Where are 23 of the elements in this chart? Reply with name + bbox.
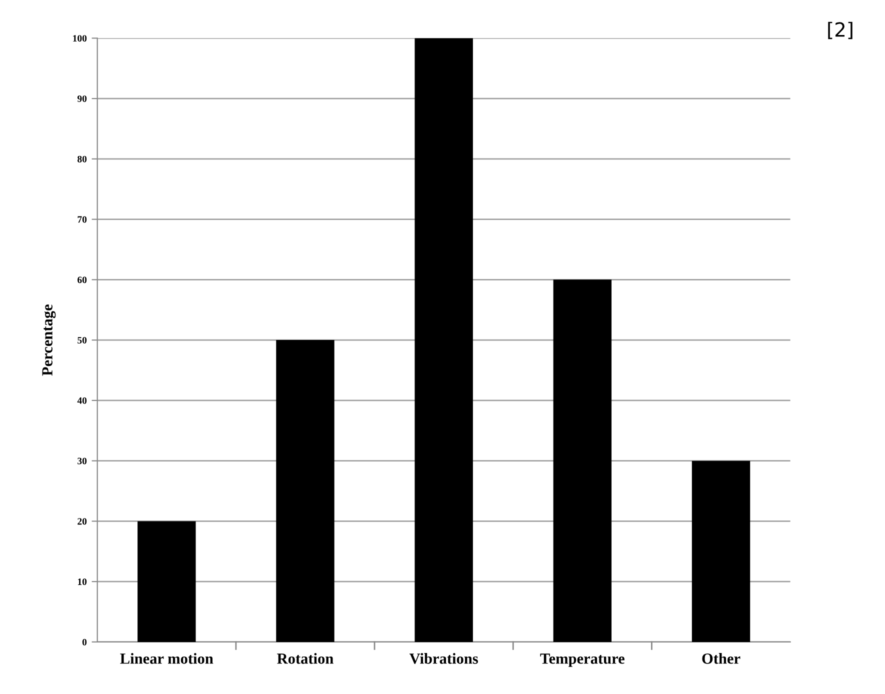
y-tick-label: 80: [78, 156, 87, 162]
y-tick-label: 0: [82, 638, 87, 646]
bar: [138, 521, 196, 642]
x-tick-label: Other: [702, 653, 740, 664]
y-tick-label: 40: [77, 397, 87, 404]
y-tick-label: 90: [77, 95, 87, 102]
text: [2]: [828, 22, 852, 40]
bar: [414, 38, 473, 642]
y-tick-label: 20: [78, 518, 87, 525]
bar: [276, 340, 334, 642]
y-tick-label: 30: [78, 458, 87, 464]
y-tick-label: 100: [73, 35, 87, 42]
y-tick-label: 70: [78, 216, 87, 223]
y-tick-label: 60: [78, 276, 87, 284]
x-tick-label: Temperature: [540, 654, 624, 667]
x-tick-label: Rotation: [277, 653, 334, 664]
y-tick-label: 10: [78, 578, 87, 586]
x-tick-label: Vibrations: [409, 653, 478, 664]
bar: [553, 280, 612, 642]
y-tick-label: 50: [78, 336, 87, 344]
y-axis-title: Percentage: [42, 304, 56, 376]
x-tick-label: Linear motion: [120, 653, 214, 664]
bar: [692, 460, 750, 642]
